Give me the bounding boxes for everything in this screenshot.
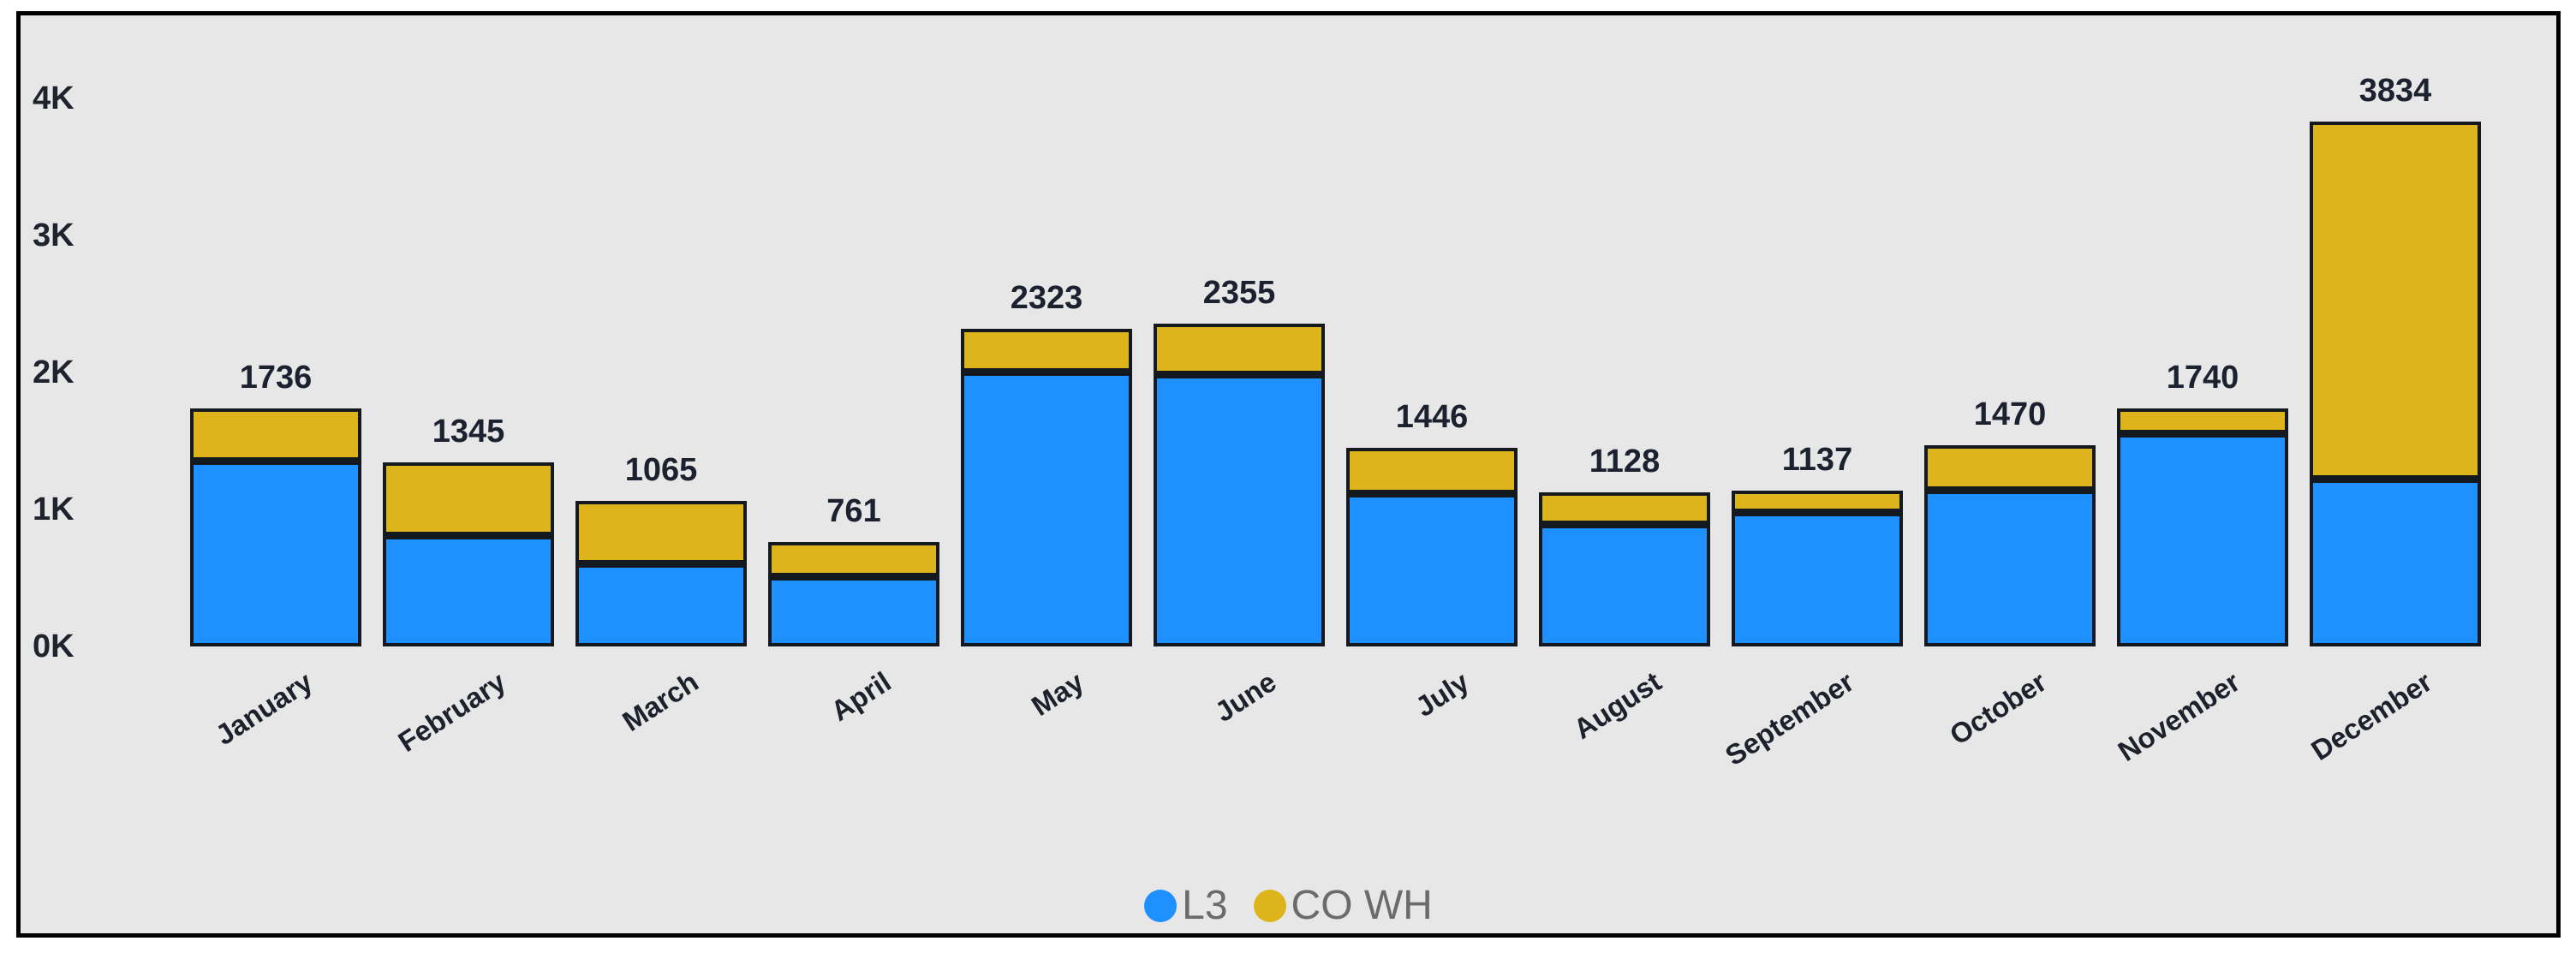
bar-february-co-wh-segment[interactable] <box>383 462 554 536</box>
x-axis-label-august: August <box>1568 665 1667 746</box>
bar-july-l3-segment[interactable] <box>1346 494 1518 646</box>
bar-february-l3-segment[interactable] <box>383 536 554 646</box>
bar-january-l3-segment[interactable] <box>190 462 361 646</box>
x-axis-label-september: September <box>1720 665 1860 772</box>
x-axis-label-june: June <box>1208 665 1282 729</box>
bar-august[interactable] <box>1539 492 1710 646</box>
bar-october-co-wh-segment[interactable] <box>1924 445 2096 491</box>
bar-march-l3-segment[interactable] <box>575 564 747 646</box>
bar-november-l3-segment[interactable] <box>2117 434 2288 646</box>
x-axis-label-march: March <box>616 665 704 738</box>
x-axis-label-july: July <box>1410 665 1475 724</box>
bar-november-co-wh-segment[interactable] <box>2117 408 2288 434</box>
bar-january-co-wh-segment[interactable] <box>190 408 361 462</box>
bar-april-co-wh-segment[interactable] <box>768 542 939 577</box>
legend-color-dot-icon <box>1144 890 1178 922</box>
total-label-march: 1065 <box>624 452 698 488</box>
bar-june[interactable] <box>1154 324 1325 646</box>
bar-august-co-wh-segment[interactable] <box>1539 492 1710 525</box>
bar-july[interactable] <box>1346 448 1518 646</box>
total-label-october: 1470 <box>1973 396 2047 432</box>
bar-december-l3-segment[interactable] <box>2310 479 2481 646</box>
bar-march[interactable] <box>575 501 747 646</box>
y-axis-tick-label-3k: 3K <box>33 217 75 253</box>
total-label-may: 2323 <box>1010 280 1083 316</box>
bar-november[interactable] <box>2117 408 2288 646</box>
bar-april-l3-segment[interactable] <box>768 577 939 646</box>
stacked-column-chart-plot: 4K 3K 2K 1K 0K 1736 January 1345 February 1065 Mar… <box>21 15 2556 933</box>
total-label-january: 1736 <box>239 360 313 396</box>
x-axis-label-october: October <box>1944 665 2053 752</box>
total-label-february: 1345 <box>432 414 505 450</box>
bar-december[interactable] <box>2310 122 2481 646</box>
legend-label: L3 <box>1182 883 1228 928</box>
total-label-june: 2355 <box>1202 275 1276 311</box>
bar-september-l3-segment[interactable] <box>1732 513 1903 646</box>
total-label-december: 3834 <box>2358 73 2432 109</box>
total-label-april: 761 <box>826 493 881 529</box>
x-axis-label-may: May <box>1025 665 1089 723</box>
bar-january[interactable] <box>190 408 361 646</box>
x-axis-label-january: January <box>210 665 319 752</box>
legend-item-co-wh[interactable]: CO WH <box>1253 883 1433 928</box>
bar-july-co-wh-segment[interactable] <box>1346 448 1518 494</box>
bar-september-co-wh-segment[interactable] <box>1732 491 1903 513</box>
total-label-september: 1137 <box>1781 442 1853 478</box>
bar-june-l3-segment[interactable] <box>1154 375 1325 646</box>
legend-item-l3[interactable]: L3 <box>1144 883 1228 928</box>
bar-october-l3-segment[interactable] <box>1924 491 2096 646</box>
x-axis-label-november: November <box>2112 665 2245 768</box>
bar-may-l3-segment[interactable] <box>961 372 1132 646</box>
y-axis-tick-label-2k: 2K <box>33 354 75 390</box>
total-label-august: 1128 <box>1589 444 1661 479</box>
x-axis-label-february: February <box>392 665 511 759</box>
bar-may-co-wh-segment[interactable] <box>961 329 1132 372</box>
bar-march-co-wh-segment[interactable] <box>575 501 747 564</box>
bar-june-co-wh-segment[interactable] <box>1154 324 1325 375</box>
bar-february[interactable] <box>383 462 554 646</box>
legend-color-dot-icon <box>1253 890 1286 922</box>
bar-april[interactable] <box>768 542 939 646</box>
bar-october[interactable] <box>1924 445 2096 646</box>
y-axis-tick-label-1k: 1K <box>33 491 75 527</box>
total-label-july: 1446 <box>1395 399 1469 435</box>
bar-december-co-wh-segment[interactable] <box>2310 122 2481 479</box>
total-label-november: 1740 <box>2166 360 2239 396</box>
y-axis-tick-label-4k: 4K <box>33 80 75 116</box>
bar-may[interactable] <box>961 329 1132 646</box>
bar-september[interactable] <box>1732 491 1903 646</box>
bar-august-l3-segment[interactable] <box>1539 525 1710 646</box>
chart-legend: L3 CO WH <box>21 884 2556 928</box>
y-axis-tick-label-0k: 0K <box>33 628 75 664</box>
legend-label: CO WH <box>1291 883 1433 928</box>
x-axis-label-april: April <box>825 665 897 728</box>
chart-frame: 4K 3K 2K 1K 0K 1736 January 1345 February 1065 Mar… <box>16 11 2561 938</box>
x-axis-label-december: December <box>2305 665 2438 767</box>
